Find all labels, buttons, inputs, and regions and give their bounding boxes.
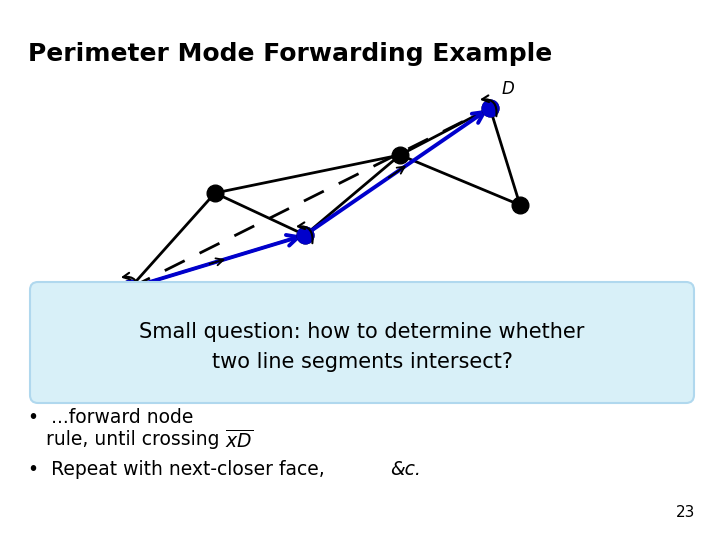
- Text: Perimeter Mode Forwarding Example: Perimeter Mode Forwarding Example: [28, 42, 552, 66]
- Text: rule, until crossing: rule, until crossing: [28, 430, 225, 449]
- Text: $\overline{xD}$: $\overline{xD}$: [225, 430, 253, 451]
- Text: two line segments intersect?: two line segments intersect?: [212, 352, 513, 372]
- Text: •  Repeat with next-closer face,: • Repeat with next-closer face,: [28, 460, 330, 479]
- FancyBboxPatch shape: [30, 282, 694, 403]
- Text: Small question: how to determine whether: Small question: how to determine whether: [139, 322, 585, 342]
- Text: D: D: [502, 80, 515, 98]
- Text: &c.: &c.: [390, 460, 421, 479]
- Text: •  ...forward node: • ...forward node: [28, 408, 199, 427]
- Text: 23: 23: [675, 505, 695, 520]
